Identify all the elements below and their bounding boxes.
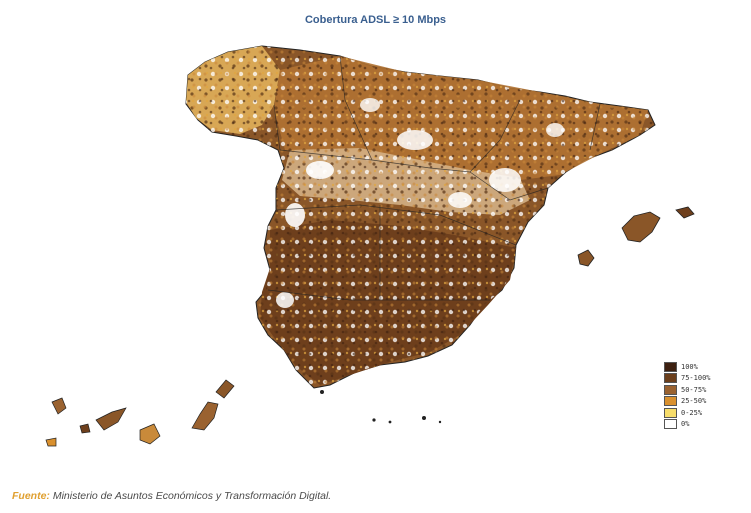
legend-label: 75-100% xyxy=(681,374,711,383)
source-text: Ministerio de Asuntos Económicos y Trans… xyxy=(49,490,332,502)
legend-label: 100% xyxy=(681,362,698,371)
legend-label: 50-75% xyxy=(681,385,707,394)
legend-swatch xyxy=(664,396,677,407)
canary-islands xyxy=(45,379,235,447)
balearic-islands xyxy=(577,206,695,267)
legend: 100% 75-100% 50-75% 25-50% 0-25% 0% xyxy=(664,361,711,430)
legend-item: 0-25% xyxy=(664,407,711,419)
north-africa-enclaves xyxy=(320,390,442,424)
legend-item: 100% xyxy=(664,361,711,373)
legend-swatch xyxy=(664,419,677,430)
legend-item: 25-50% xyxy=(664,396,711,408)
legend-swatch xyxy=(664,361,677,372)
legend-swatch xyxy=(664,384,677,395)
legend-item: 0% xyxy=(664,419,711,431)
legend-swatch xyxy=(664,373,677,384)
mainland-spain xyxy=(185,45,656,389)
legend-label: 0-25% xyxy=(681,408,703,417)
legend-label: 25-50% xyxy=(681,397,707,406)
legend-label: 0% xyxy=(681,420,690,429)
legend-item: 75-100% xyxy=(664,373,711,385)
legend-item: 50-75% xyxy=(664,384,711,396)
source-note: Fuente: Ministerio de Asuntos Económicos… xyxy=(12,490,331,502)
source-label: Fuente: xyxy=(12,490,50,502)
legend-swatch xyxy=(664,407,677,418)
map-title: Cobertura ADSL ≥ 10 Mbps xyxy=(304,14,447,26)
